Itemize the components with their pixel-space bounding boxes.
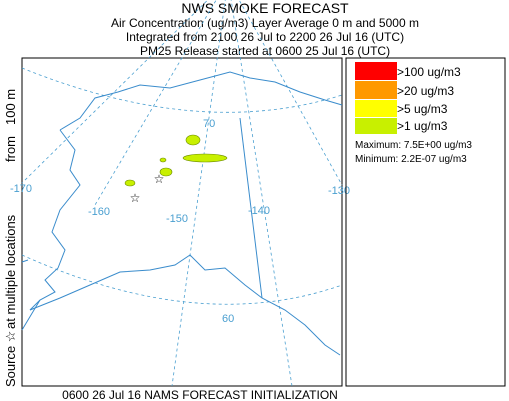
graticule	[171, 0, 226, 387]
source-star: ☆	[130, 191, 141, 205]
map: ☆ ☆ 70 -170 -160 -150 -140 -130 60	[10, 0, 350, 387]
subtitle: Air Concentration (ug/m3) Layer Average …	[111, 16, 419, 30]
graticule	[230, 0, 293, 387]
legend-swatch	[355, 100, 397, 117]
coastline	[29, 129, 81, 311]
legend-label: >100 ug/m3	[397, 65, 461, 79]
smoke-area	[182, 153, 228, 163]
graticule-label: 60	[222, 313, 234, 325]
legend-swatch	[355, 118, 397, 134]
smoke-area	[159, 157, 167, 163]
smoke-area	[159, 167, 173, 177]
title: NWS SMOKE FORECAST	[181, 0, 349, 16]
graticule-label: -150	[166, 213, 188, 225]
footer: 0600 26 Jul 16 NAMS FORECAST INITIALIZAT…	[62, 388, 338, 401]
coastline	[29, 254, 341, 356]
side-text: Source ☆	[3, 331, 18, 387]
graticule-label: -160	[88, 206, 110, 218]
graticule-label: -130	[328, 185, 350, 197]
border	[239, 117, 263, 299]
legend-stat: Minimum: 2.2E-07 ug/m3	[355, 154, 467, 165]
coastline	[21, 259, 41, 331]
subtitle: Integrated from 2100 26 Jul to 2200 26 J…	[126, 30, 404, 44]
graticule	[94, 0, 217, 206]
legend-swatch	[355, 81, 397, 99]
side-text: at multiple locations	[3, 214, 18, 329]
legend-label: >5 ug/m3	[397, 102, 448, 116]
smoke-area	[124, 179, 136, 187]
graticule-label: 70	[203, 118, 215, 130]
legend-label: >20 ug/m3	[397, 84, 454, 98]
graticule	[21, 67, 343, 113]
source-star: ☆	[154, 172, 165, 186]
coastline	[59, 71, 343, 131]
legend-stat: Maximum: 7.5E+00 ug/m3	[355, 140, 472, 151]
graticule-label: -140	[248, 205, 270, 217]
legend-label: >1 ug/m3	[397, 119, 448, 133]
legend: >100 ug/m3 >20 ug/m3 >5 ug/m3 >1 ug/m3 M…	[355, 62, 472, 165]
smoke-area	[185, 134, 201, 146]
legend-frame	[345, 57, 506, 387]
graticule	[21, 0, 209, 184]
side-text: from	[3, 136, 18, 162]
subtitle: PM25 Release started at 0600 25 Jul 16 (…	[140, 44, 390, 58]
side-label: Source ☆ at multiple locations from 100 …	[3, 89, 18, 387]
legend-swatch	[355, 62, 397, 80]
graticule	[21, 254, 343, 305]
side-text: 100 m	[3, 89, 18, 125]
graticule-label: -170	[10, 183, 32, 195]
